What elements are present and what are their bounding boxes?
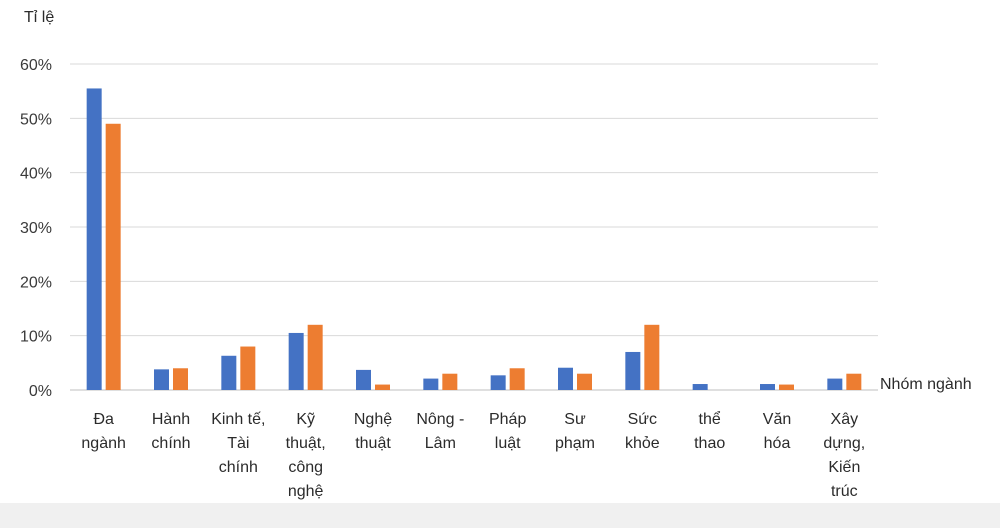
bar: [577, 373, 592, 390]
bottom-strip: [0, 503, 1000, 528]
x-category-label: Đa ngành: [81, 411, 126, 452]
bar: [154, 369, 169, 390]
bar: [490, 375, 506, 390]
x-category-label: Văn hóa: [763, 411, 791, 452]
y-tick-label: 50%: [20, 111, 52, 128]
bar: [375, 384, 390, 390]
bar: [760, 384, 775, 390]
bar: [105, 123, 121, 391]
x-category-label: Sư phạm: [555, 411, 595, 452]
bar: [423, 378, 439, 390]
x-category-label: Hành chính: [151, 411, 190, 452]
bar: [288, 332, 304, 390]
x-category-label: Pháp luật: [489, 411, 526, 452]
x-category-label: thể thao: [694, 410, 725, 452]
bar: [644, 324, 660, 390]
y-tick-label: 0%: [29, 383, 52, 400]
gridlines: [70, 63, 878, 391]
x-category-label: Nghệ thuật: [354, 411, 392, 452]
category-labels: Đa ngành Hành chính Kinh tế, Tài chính Kỹ thuật,…: [81, 410, 865, 500]
bar: [442, 373, 458, 390]
x-category-label: Kinh tế, Tài chính: [211, 411, 265, 476]
y-tick-label: 60%: [20, 57, 52, 74]
bar: [558, 367, 573, 390]
x-category-label: Xây dựng, Kiến trúc: [823, 411, 865, 500]
y-tick-label: 30%: [20, 220, 52, 237]
bar: [240, 346, 256, 390]
x-axis-title: Nhóm ngành: [880, 376, 972, 393]
y-axis-ticks: 0% 10% 20% 30% 40% 50% 60%: [20, 57, 52, 400]
bar: [221, 355, 237, 390]
bar: [509, 368, 525, 390]
bar: [692, 384, 708, 390]
y-tick-label: 20%: [20, 274, 52, 291]
bar: [86, 88, 102, 390]
bar: [625, 351, 641, 390]
y-tick-label: 40%: [20, 166, 52, 183]
bar: [173, 368, 188, 390]
bar: [779, 384, 794, 390]
bar: [307, 324, 323, 390]
bar: [846, 373, 862, 390]
y-tick-label: 10%: [20, 329, 52, 346]
x-category-label: Nông -Lâm: [416, 411, 464, 452]
x-category-label: Sức khỏe: [625, 411, 660, 452]
bar: [356, 369, 371, 390]
bar: [827, 378, 843, 390]
y-axis-title: Tỉ lệ: [24, 9, 54, 26]
x-category-label: Kỹ thuật, công nghệ: [286, 411, 326, 500]
bars: [86, 88, 862, 391]
